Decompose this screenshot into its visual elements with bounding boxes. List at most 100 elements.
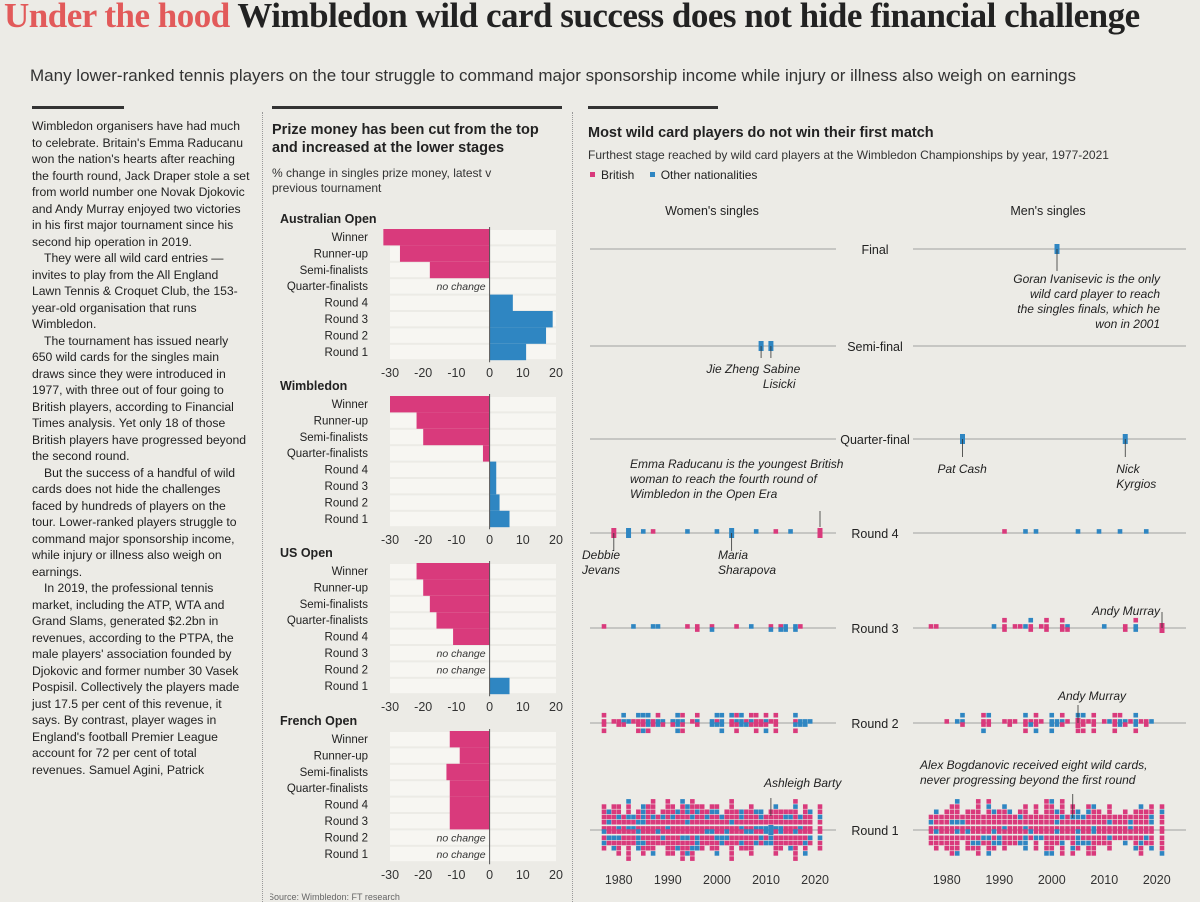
wildcard-player — [996, 840, 1002, 846]
wildcard-player — [1012, 819, 1018, 825]
wildcard-player — [758, 829, 764, 834]
wildcard-player — [1149, 829, 1154, 834]
wildcard-player — [640, 840, 646, 846]
wildcard-player — [763, 829, 769, 834]
wildcard-player — [685, 829, 690, 834]
wildcard-player — [1075, 835, 1081, 841]
wildcard-player — [773, 722, 779, 727]
wildcard-player — [802, 826, 808, 831]
category-label: Round 2 — [325, 664, 368, 676]
wildcard-player — [965, 819, 971, 825]
category-label: Round 2 — [325, 330, 368, 342]
wildcard-player — [965, 809, 971, 815]
wildcard-player — [802, 819, 808, 825]
wildcard-player — [788, 529, 793, 534]
wildcard-player — [798, 814, 803, 820]
wildcard-player — [1133, 840, 1139, 846]
wildcard-player — [1122, 722, 1128, 727]
wildcard-player — [817, 845, 823, 851]
wildcard-player — [616, 835, 622, 841]
bar — [482, 445, 490, 462]
wildcard-player — [928, 835, 934, 841]
wildcard-player — [763, 722, 769, 727]
wildcard-player — [954, 809, 960, 815]
wildcard-player — [724, 840, 730, 846]
wildcard-player — [1149, 809, 1154, 815]
wildcard-player — [1096, 819, 1102, 825]
wildcard-player — [788, 835, 793, 841]
wildcard-player — [1159, 840, 1165, 846]
wildcard-player — [778, 627, 784, 632]
highlighted-player — [626, 528, 632, 538]
wildcard-player — [807, 814, 813, 820]
wildcard-player — [640, 712, 646, 718]
wildcard-player — [1091, 814, 1097, 820]
wildcard-player — [650, 809, 656, 815]
wildcard-player — [1028, 835, 1034, 841]
prize-subtitle: % change in singles prize money, latest … — [272, 166, 492, 195]
x-tick-label: 10 — [516, 868, 530, 882]
wildcard-player — [1033, 804, 1039, 809]
wildcard-player — [802, 851, 808, 856]
category-label: Semi-finalists — [300, 767, 369, 779]
wildcard-player — [744, 809, 749, 815]
wildcard-player — [817, 804, 823, 809]
wildcard-player — [616, 819, 622, 825]
wildcard-player — [1059, 617, 1065, 623]
wildcard-player — [670, 809, 676, 815]
wildcard-player — [690, 814, 695, 820]
row-band — [390, 830, 556, 845]
wildcard-player — [1054, 814, 1060, 820]
wildcard-player — [975, 804, 981, 809]
wildcard-player — [939, 819, 944, 825]
wildcard-player — [1091, 712, 1097, 718]
wildcard-player — [954, 819, 960, 825]
wildcard-player — [1086, 804, 1091, 809]
wildcard-player — [724, 829, 730, 834]
prize-money-chart: Australian Open Winner Runner-up Semi-final… — [270, 212, 563, 900]
wildcard-player — [1122, 809, 1128, 815]
wildcard-player — [640, 814, 646, 820]
wildcard-player — [1101, 835, 1107, 841]
wildcard-player — [670, 826, 676, 831]
wildcard-player — [709, 627, 715, 632]
wildcard-player — [965, 814, 971, 820]
wildcard-player — [773, 819, 779, 825]
wildcard-player — [1101, 826, 1107, 831]
wildcard-player — [981, 840, 986, 846]
wildcard-player — [1044, 845, 1049, 851]
wildcard-player — [685, 826, 690, 831]
wildcard-player — [1028, 627, 1034, 632]
wildcard-player — [1075, 809, 1081, 815]
wildcard-player — [650, 814, 656, 820]
article-paragraph: They were all wild card entries — invite… — [32, 251, 238, 331]
bar — [383, 229, 490, 246]
wildcard-player — [709, 719, 715, 724]
wildcard-player — [1122, 840, 1128, 846]
bar — [489, 343, 527, 361]
women-singles-label: Women's singles — [665, 204, 759, 218]
wildcard-player — [783, 627, 788, 632]
wildcard-player — [1023, 529, 1028, 534]
wildcard-player — [675, 722, 680, 727]
wildcard-player — [1080, 835, 1086, 841]
wildcard-player — [768, 840, 774, 846]
wildcard-player — [748, 712, 754, 718]
wildcard-player — [802, 804, 808, 809]
wildcard-player — [1007, 840, 1013, 846]
wildcard-player — [1080, 814, 1086, 820]
wildcard-player — [991, 819, 997, 825]
wildcard-player — [675, 809, 680, 815]
wildcard-player — [685, 840, 690, 846]
category-label: Round 4 — [325, 800, 369, 812]
category-label: Semi-finalists — [300, 599, 369, 611]
highlighted-player — [768, 825, 774, 835]
wildcard-player — [1117, 719, 1123, 724]
wildcard-player — [788, 814, 793, 820]
wildcard-player — [601, 722, 607, 727]
wildcard-player — [1112, 728, 1118, 734]
category-label: Runner-up — [314, 248, 368, 260]
wildcard-player — [778, 845, 784, 851]
x-tick-label-men: 2010 — [1090, 873, 1118, 887]
wildcard-player — [690, 840, 695, 846]
